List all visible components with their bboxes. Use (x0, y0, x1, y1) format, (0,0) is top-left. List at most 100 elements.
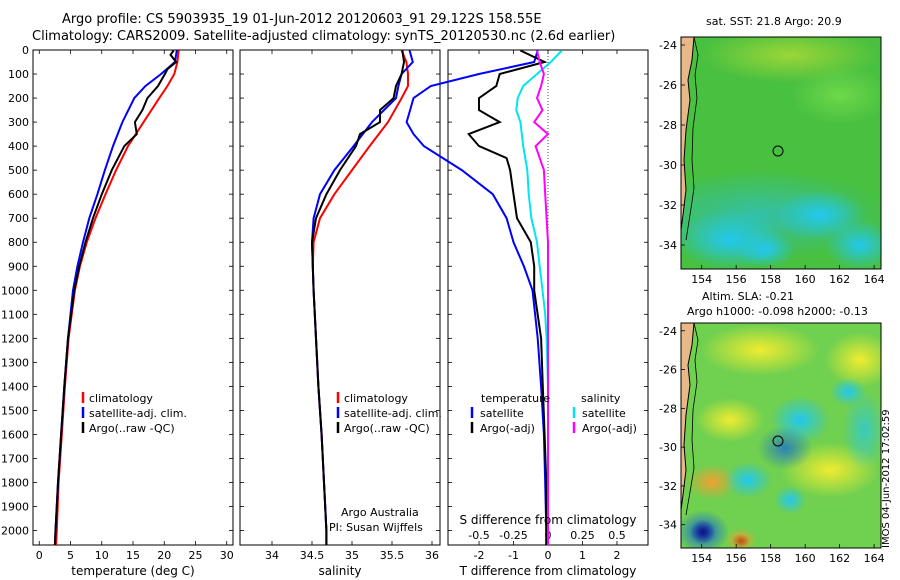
chart-title-line2: Climatology: CARS2009. Satellite-adjuste… (32, 29, 616, 44)
x-tick-label: 10 (95, 549, 109, 562)
series-line-temperature-satellite (405, 50, 548, 545)
x-tick-label-t: -1 (508, 549, 519, 562)
series-line-argo-raw-qc- (310, 50, 406, 545)
series-line-temperature-argo-adj- (467, 49, 548, 545)
map-x-tick-label: 160 (795, 273, 816, 286)
legend-climatology: climatology (344, 392, 408, 405)
y-tick-label: 800 (8, 236, 29, 249)
legend-satellite-adj: satellite-adj. clim. (89, 407, 187, 420)
x-tick-label: 30 (220, 549, 234, 562)
x-tick-label: 34 (265, 549, 279, 562)
y-tick-label: 300 (8, 116, 29, 129)
map-x-tick-label: 160 (795, 552, 816, 565)
map-y-tick-label: -24 (659, 325, 677, 338)
legend-s-argo: Argo(-adj) (582, 422, 637, 435)
map-y-tick-label: -34 (659, 239, 677, 252)
map-y-tick-label: -30 (659, 159, 677, 172)
map-x-tick-label: 164 (864, 552, 885, 565)
map-y-tick-label: -32 (659, 199, 677, 212)
map-y-tick-label: -28 (659, 119, 677, 132)
legend-argo: Argo(..raw -QC) (344, 422, 430, 435)
temperature-xlabel: temperature (deg C) (71, 564, 194, 578)
difference-xlabel-top: S difference from climatology (460, 513, 637, 527)
map-y-tick-label: -28 (659, 402, 677, 415)
y-tick-label: 500 (8, 164, 29, 177)
temperature-panel: 0 5 10 15 20 25 300100200300400500600700800900… (1, 44, 234, 578)
y-tick-label: 1600 (1, 428, 29, 441)
salinity-panel: 34 34.5 35 35.5 36 salinity climatology sate… (239, 49, 442, 578)
legend-t-argo: Argo(-adj) (480, 422, 535, 435)
sla-map-title-line1: Altim. SLA: -0.21 (702, 290, 795, 303)
x-tick-label: 35 (345, 549, 359, 562)
x-tick-label-t: -2 (474, 549, 485, 562)
x-tick-label-s: 0.25 (570, 529, 595, 542)
sla-map-title-line2: Argo h1000: -0.098 h2000: -0.13 (687, 305, 868, 318)
map-x-tick-label: 162 (829, 273, 850, 286)
map-x-tick-label: 158 (760, 552, 781, 565)
x-tick-label: 15 (126, 549, 140, 562)
chart-title-line1: Argo profile: CS 5903935_19 01-Jun-2012 … (62, 12, 542, 27)
sst-map-title: sat. SST: 21.8 Argo: 20.9 (706, 15, 842, 28)
y-tick-label: 900 (8, 260, 29, 273)
sla-map: 154 156 158 160 162 164 -24 -26 -28 -30 -32 -34 (659, 322, 885, 565)
map-y-tick-label: -24 (659, 39, 677, 52)
legend-t-satellite: satellite (480, 407, 524, 420)
y-tick-label: 1500 (1, 404, 29, 417)
x-tick-label: 35.5 (380, 549, 405, 562)
temperature-legend: climatology satellite-adj. clim. Argo(..… (81, 392, 187, 435)
y-tick-label: 2000 (1, 525, 29, 538)
salinity-xlabel: salinity (318, 564, 361, 578)
y-tick-label: 1000 (1, 284, 29, 297)
map-x-tick-label: 154 (691, 273, 712, 286)
x-tick-label-t: 2 (613, 549, 620, 562)
map-y-tick-label: -32 (659, 480, 677, 493)
legend-s-satellite: satellite (582, 407, 626, 420)
y-tick-label: 400 (8, 140, 29, 153)
legend-temperature-title: temperature (481, 392, 550, 405)
y-tick-label: 1700 (1, 452, 29, 465)
legend-climatology: climatology (89, 392, 153, 405)
map-x-tick-label: 164 (864, 273, 885, 286)
map-x-tick-label: 156 (726, 273, 747, 286)
difference-legend: temperature salinity satellite Argo(-adj… (470, 392, 637, 435)
y-tick-label: 600 (8, 188, 29, 201)
x-tick-label-s: -0.25 (499, 529, 527, 542)
series-line-salinity-argo-adj- (532, 50, 550, 545)
difference-panel: -2 -1 0 1 2-0.5 -0.25 0 0.25 0.5 T difference fr… (405, 49, 649, 578)
y-tick-label: 1100 (1, 308, 29, 321)
x-tick-label: 0 (36, 549, 43, 562)
y-tick-label: 1800 (1, 477, 29, 490)
y-tick-label: 1300 (1, 356, 29, 369)
x-tick-label-t: 0 (545, 549, 552, 562)
map-y-tick-label: -30 (659, 441, 677, 454)
map-x-tick-label: 156 (726, 552, 747, 565)
legend-salinity-title: salinity (581, 392, 621, 405)
x-tick-label-t: 1 (579, 549, 586, 562)
y-tick-label: 700 (8, 212, 29, 225)
x-tick-label-s: -0.5 (468, 529, 489, 542)
x-tick-label: 20 (157, 549, 171, 562)
y-tick-label: 0 (22, 44, 29, 57)
x-tick-label-s: 0.5 (608, 529, 626, 542)
x-tick-label: 25 (189, 549, 203, 562)
legend-satellite-adj: satellite-adj. clim. (344, 407, 442, 420)
map-y-tick-label: -26 (659, 79, 677, 92)
legend-argo: Argo(..raw -QC) (89, 422, 175, 435)
map-y-tick-label: -34 (659, 519, 677, 532)
x-tick-label: 5 (67, 549, 74, 562)
series-line-argo-raw-qc- (53, 49, 178, 546)
map-x-tick-label: 154 (691, 552, 712, 565)
y-tick-label: 1900 (1, 501, 29, 514)
sst-map: 154 156 158 160 162 164 -24 -26 -28 -30 -32 -34 (659, 36, 885, 286)
y-tick-label: 100 (8, 68, 29, 81)
annotation-argo-australia: Argo Australia (341, 506, 419, 519)
difference-xlabel: T difference from climatology (459, 564, 637, 578)
x-tick-label: 34.5 (300, 549, 325, 562)
map-x-tick-label: 162 (829, 552, 850, 565)
y-tick-label: 1400 (1, 380, 29, 393)
map-x-tick-label: 158 (760, 273, 781, 286)
x-tick-label: 36 (425, 549, 439, 562)
annotation-pi: PI: Susan Wijffels (329, 521, 423, 534)
salinity-legend: climatology satellite-adj. clim. Argo(..… (336, 392, 442, 435)
